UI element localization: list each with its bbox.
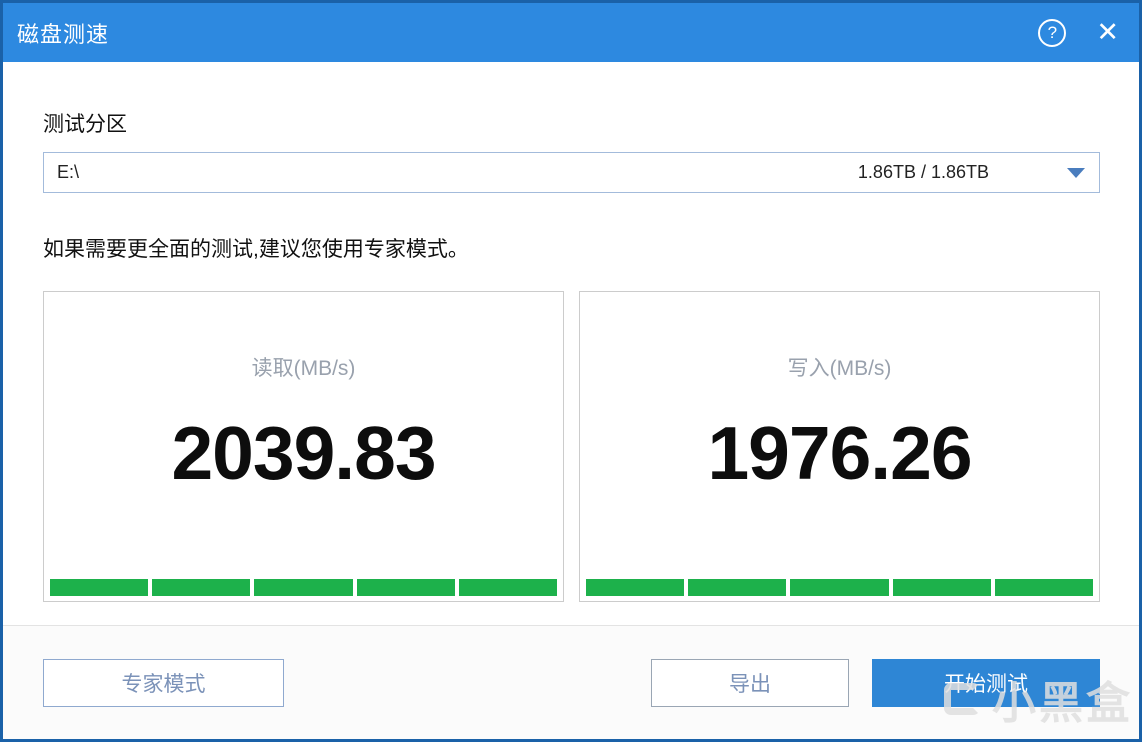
progress-segment — [790, 579, 889, 596]
write-progress-bar — [586, 579, 1094, 596]
write-speed-label: 写入(MB/s) — [787, 357, 892, 380]
read-progress-bar — [50, 579, 558, 596]
close-icon[interactable]: ✕ — [1096, 17, 1119, 47]
partition-capacity: 1.86TB / 1.86TB — [857, 162, 989, 182]
expert-mode-hint: 如果需要更全面的测试,建议您使用专家模式。 — [43, 238, 469, 261]
main-content: 测试分区 E:\ 1.86TB / 1.86TB 如果需要更全面的测试,建议您使… — [3, 62, 1139, 625]
read-speed-label: 读取(MB/s) — [251, 357, 356, 380]
partition-label: 测试分区 — [43, 113, 127, 136]
partition-dropdown[interactable]: E:\ 1.86TB / 1.86TB — [43, 152, 1100, 193]
window-title: 磁盘测速 — [17, 21, 110, 47]
start-test-button[interactable]: 开始测试 — [872, 659, 1100, 707]
write-speed-panel: 写入(MB/s) 1976.26 — [579, 291, 1100, 602]
progress-segment — [254, 579, 353, 596]
progress-segment — [458, 579, 558, 596]
progress-segment — [586, 579, 685, 596]
partition-value: E:\ — [57, 162, 80, 182]
progress-segment — [688, 579, 787, 596]
export-button[interactable]: 导出 — [651, 659, 849, 707]
help-icon[interactable]: ? — [1038, 18, 1067, 47]
result-panels: 读取(MB/s) 2039.83 写入(MB/s) 1976.26 — [43, 291, 1100, 602]
progress-segment — [50, 579, 149, 596]
expert-mode-button[interactable]: 专家模式 — [43, 659, 284, 707]
progress-segment — [152, 579, 251, 596]
progress-segment — [356, 579, 455, 596]
progress-segment — [892, 579, 991, 596]
title-bar: 磁盘测速 ? ✕ — [3, 3, 1139, 62]
read-speed-panel: 读取(MB/s) 2039.83 — [43, 291, 564, 602]
chevron-down-icon — [1067, 167, 1085, 178]
progress-segment — [994, 579, 1094, 596]
footer-bar: 专家模式 导出 开始测试 — [3, 625, 1139, 739]
write-speed-value: 1976.26 — [707, 411, 972, 495]
read-speed-value: 2039.83 — [171, 411, 436, 495]
